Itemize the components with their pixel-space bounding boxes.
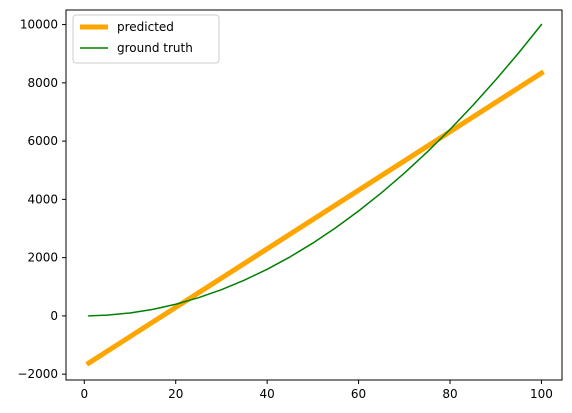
legend: predicted ground truth xyxy=(73,15,219,63)
x-tick-label: 20 xyxy=(168,387,183,401)
x-tick-label: 60 xyxy=(351,387,366,401)
y-tick-label: 8000 xyxy=(27,76,58,90)
y-tick-label: 10000 xyxy=(20,18,58,32)
y-tick-label: −2000 xyxy=(17,367,58,381)
x-tick-label: 0 xyxy=(80,387,88,401)
y-tick-label: 0 xyxy=(50,309,58,323)
x-tick-label: 100 xyxy=(530,387,553,401)
y-tick-label: 2000 xyxy=(27,251,58,265)
legend-label: predicted xyxy=(117,20,174,34)
x-tick-label: 40 xyxy=(260,387,275,401)
x-tick-label: 80 xyxy=(442,387,457,401)
y-tick-label: 4000 xyxy=(27,192,58,206)
y-tick-label: 6000 xyxy=(27,134,58,148)
legend-label: ground truth xyxy=(117,41,193,55)
